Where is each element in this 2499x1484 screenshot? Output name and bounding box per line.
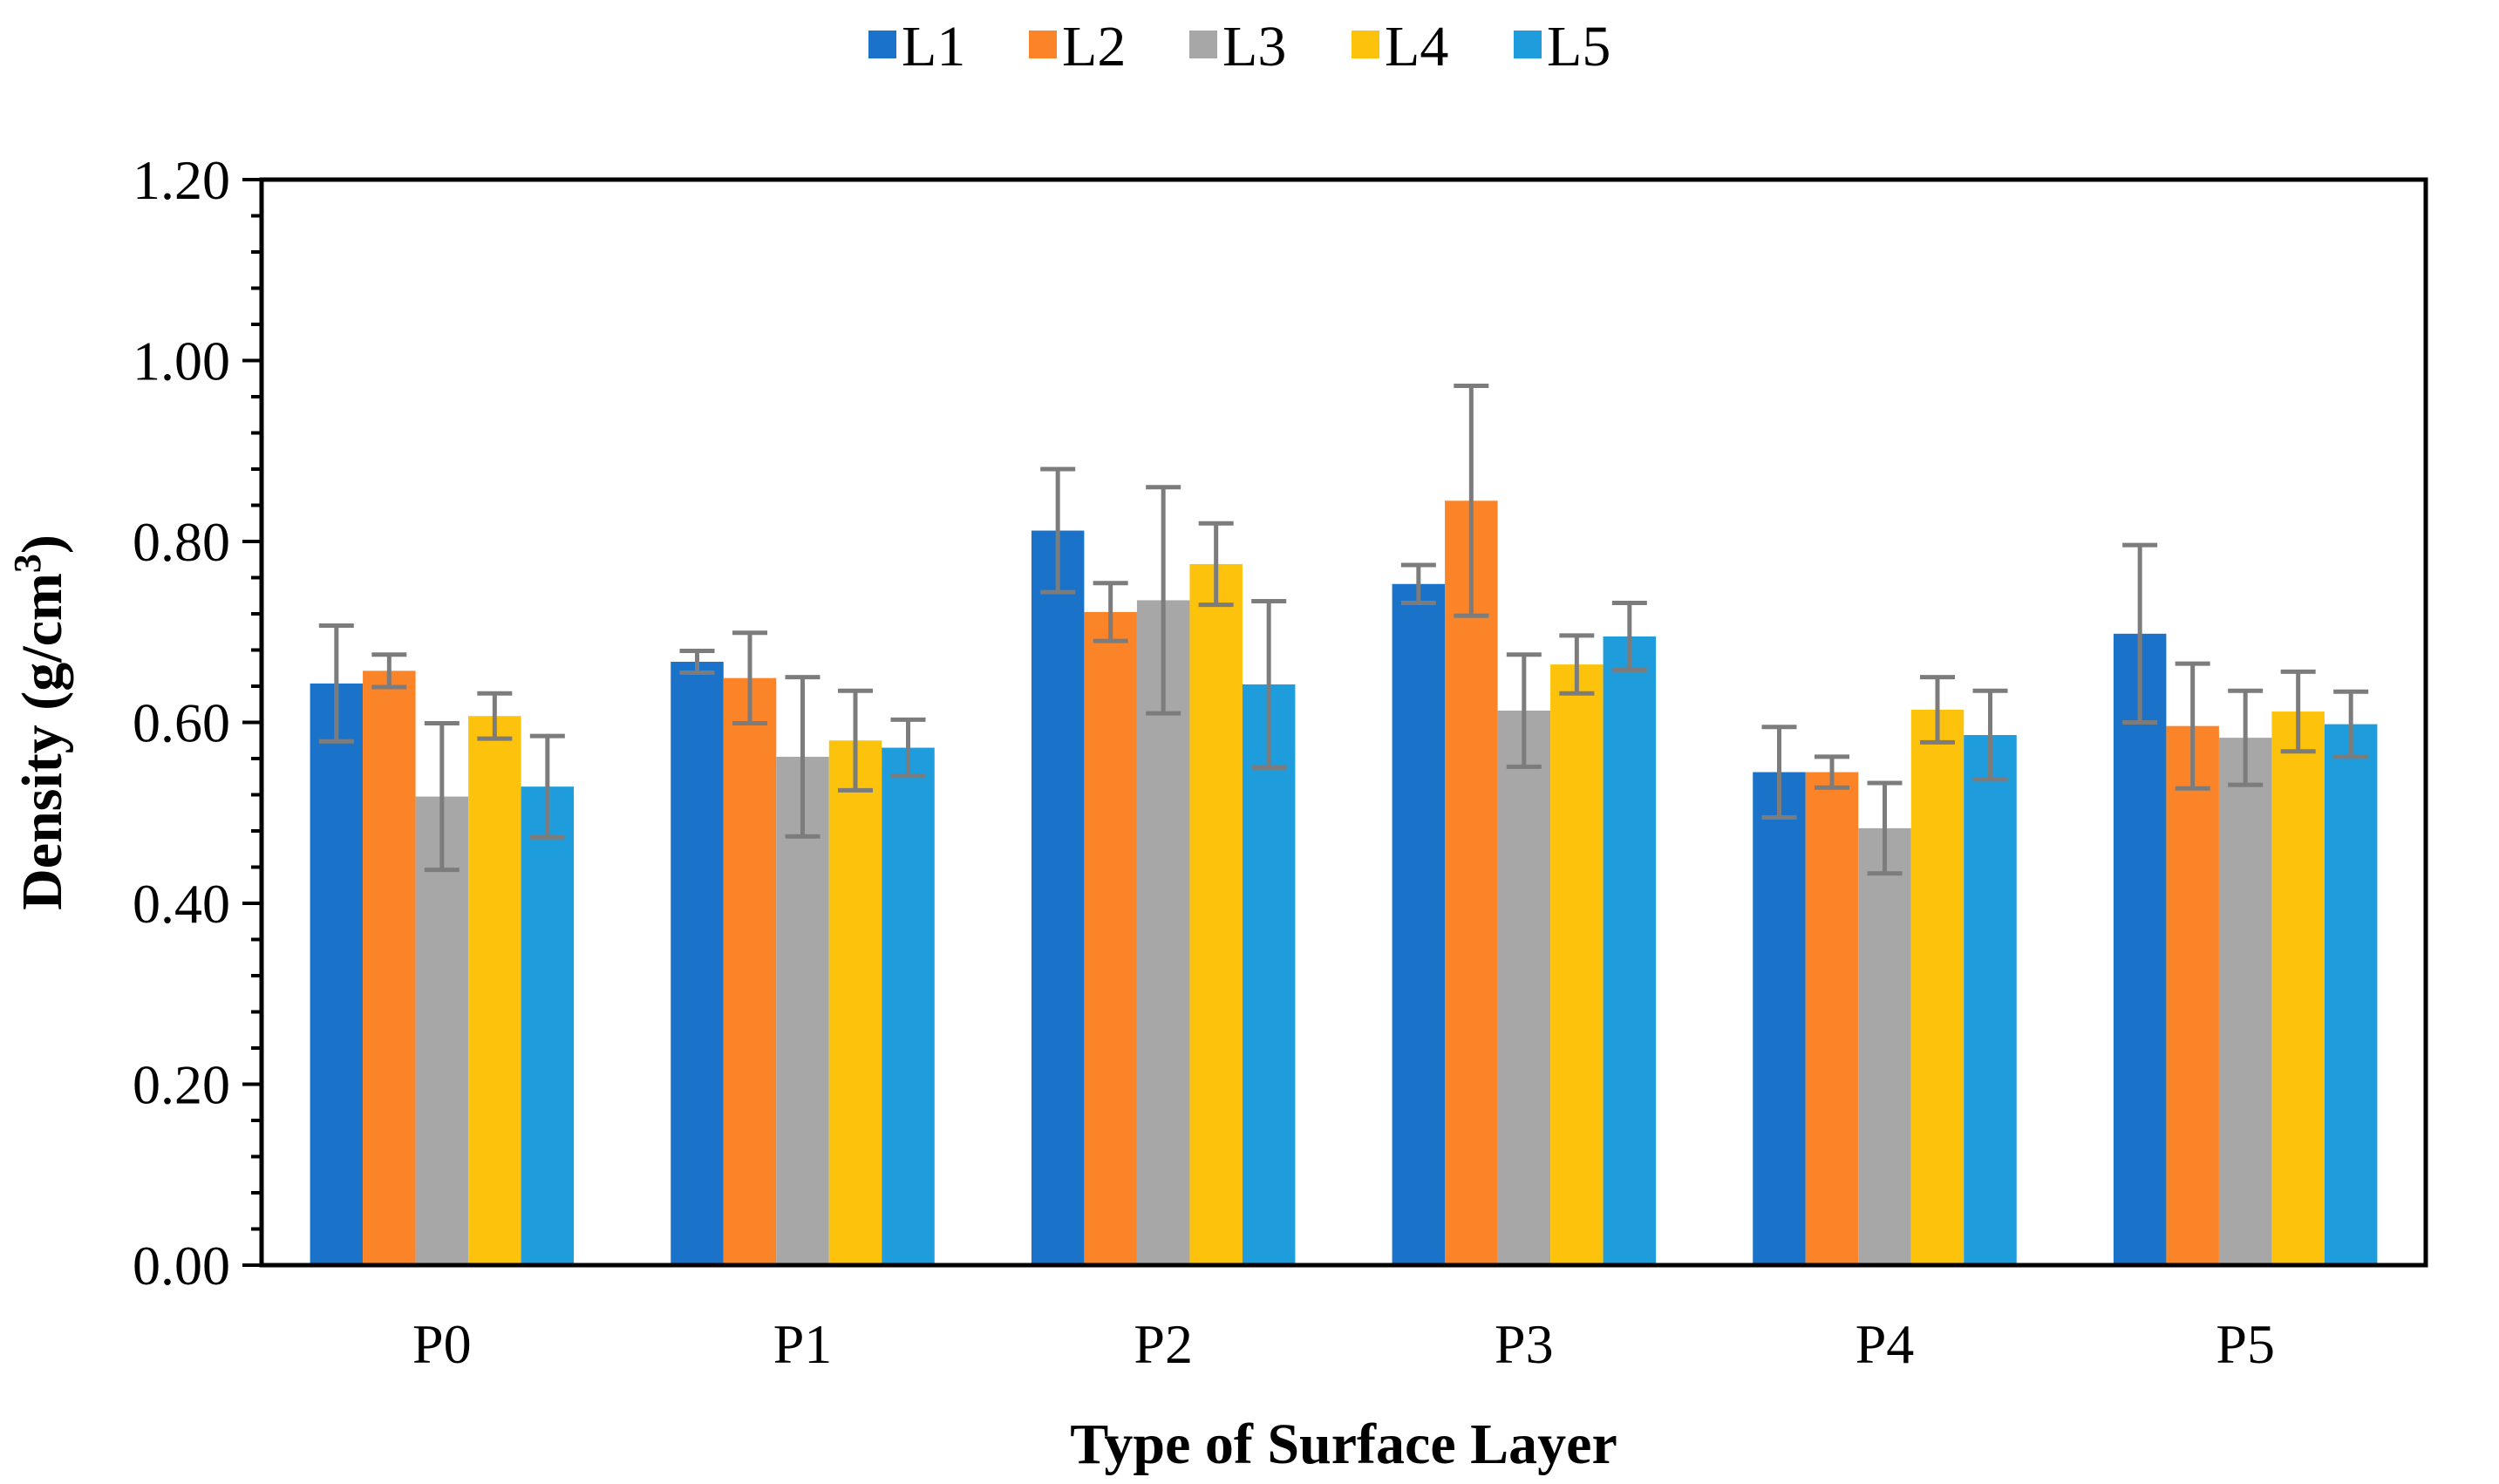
legend-swatch-l3 — [1189, 31, 1217, 58]
legend-swatch-l2 — [1029, 31, 1057, 58]
y-axis-title-main: Density (g/cm — [10, 573, 74, 910]
bar-l5-p3 — [1603, 636, 1657, 1265]
legend-label-l1: L1 — [902, 15, 965, 78]
bar-l4-p4 — [1910, 709, 1964, 1265]
bar-l5-p5 — [2324, 724, 2378, 1265]
x-tick-labels: P0 P1 P2 P3 P4 P5 — [412, 1313, 2275, 1375]
y-tick-label: 0.40 — [133, 873, 230, 935]
y-tick-label: 0.80 — [133, 511, 230, 573]
bar-l3-p0 — [415, 796, 469, 1265]
bar-l2-p0 — [363, 671, 416, 1265]
legend-label-l2: L2 — [1062, 15, 1126, 78]
bar-l1-p4 — [1753, 772, 1806, 1265]
legend-swatch-l4 — [1352, 31, 1379, 58]
x-tick-label: P5 — [2216, 1313, 2275, 1375]
legend-label-l5: L5 — [1547, 15, 1610, 78]
y-axis-title-suffix: ) — [10, 534, 74, 554]
y-tick-label: 1.00 — [133, 330, 230, 392]
legend-label-l3: L3 — [1222, 15, 1286, 78]
bar-l4-p2 — [1189, 563, 1243, 1265]
y-major-ticks — [242, 178, 262, 1267]
bar-l3-p5 — [2218, 738, 2272, 1265]
bar-l4-p5 — [2271, 711, 2325, 1265]
bars — [310, 500, 2378, 1265]
y-tick-label: 1.20 — [133, 149, 230, 211]
bar-l3-p1 — [776, 756, 829, 1265]
x-tick-label: P3 — [1495, 1313, 1554, 1375]
legend-label-l4: L4 — [1385, 15, 1448, 78]
y-tick-labels: 0.00 0.20 0.40 0.60 0.80 1.00 1.20 — [133, 149, 230, 1297]
bar-l2-p2 — [1084, 611, 1137, 1265]
bar-l1-p1 — [671, 661, 724, 1265]
legend-swatch-l1 — [868, 31, 896, 58]
bar-l2-p5 — [2166, 725, 2219, 1265]
bar-l1-p3 — [1392, 583, 1446, 1265]
error-bars — [318, 384, 2369, 876]
bar-l2-p3 — [1445, 500, 1498, 1265]
bar-l3-p3 — [1497, 711, 1551, 1265]
bar-l5-p2 — [1242, 684, 1296, 1265]
bar-l5-p0 — [521, 786, 575, 1265]
bar-l2-p4 — [1805, 772, 1859, 1265]
y-tick-label: 0.20 — [133, 1054, 230, 1116]
x-tick-label: P0 — [412, 1313, 472, 1375]
bar-l1-p5 — [2113, 633, 2167, 1265]
y-axis-title: Density (g/cm3) — [6, 534, 74, 910]
y-axis-title-superscript: 3 — [6, 554, 49, 573]
x-tick-label: P1 — [773, 1313, 833, 1375]
x-axis-title: Type of Surface Layer — [1070, 1413, 1617, 1476]
y-tick-label: 0.60 — [133, 692, 230, 754]
bar-l1-p2 — [1031, 530, 1085, 1265]
y-tick-label: 0.00 — [133, 1235, 230, 1297]
bar-l5-p4 — [1964, 735, 2017, 1265]
bar-l2-p1 — [723, 677, 777, 1265]
legend-swatch-l5 — [1514, 31, 1542, 58]
bar-l4-p0 — [468, 716, 521, 1265]
bar-l1-p0 — [310, 683, 364, 1265]
legend: L1 L2 L3 L4 L5 — [868, 15, 1610, 78]
bar-l4-p3 — [1550, 664, 1604, 1265]
bar-l4-p1 — [828, 740, 882, 1265]
bar-l5-p1 — [882, 747, 935, 1265]
x-tick-label: P4 — [1856, 1313, 1915, 1375]
x-tick-label: P2 — [1134, 1313, 1193, 1375]
plot-frame — [259, 177, 2428, 1268]
bar-l3-p4 — [1858, 827, 1911, 1265]
